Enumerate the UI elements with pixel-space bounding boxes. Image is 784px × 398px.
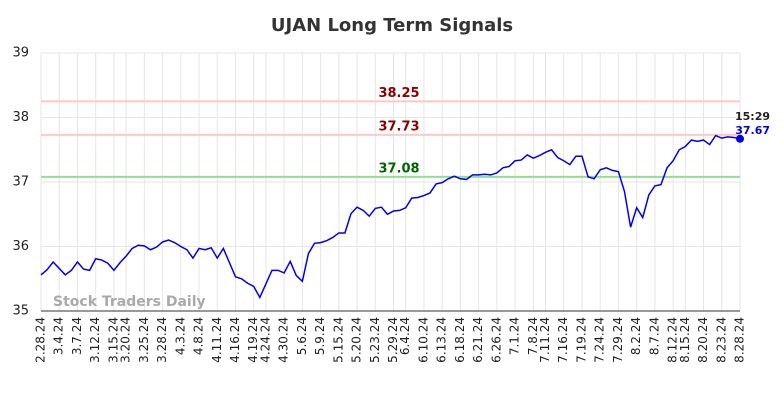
y-tick-label: 37 xyxy=(12,175,29,190)
y-tick-label: 36 xyxy=(12,239,29,254)
x-tick-label: 3.20.24 xyxy=(119,317,133,363)
x-tick-label: 3.7.24 xyxy=(70,317,84,355)
watermark: Stock Traders Daily xyxy=(53,294,206,310)
x-tick-label: 7.16.24 xyxy=(556,317,570,363)
x-tick-label: 4.19.24 xyxy=(246,317,260,363)
x-tick-label: 3.28.24 xyxy=(155,317,169,363)
x-tick-label: 8.7.24 xyxy=(647,317,661,355)
level-label: 38.25 xyxy=(378,86,419,101)
level-label: 37.08 xyxy=(378,161,419,176)
last-value: 37.67 xyxy=(735,124,770,137)
x-tick-label: 4.3.24 xyxy=(173,317,187,355)
x-tick-label: 3.15.24 xyxy=(106,317,120,363)
x-tick-label: 4.24.24 xyxy=(258,317,272,363)
x-tick-label: 5.29.24 xyxy=(386,317,400,363)
x-tick-label: 5.15.24 xyxy=(331,317,345,363)
y-tick-label: 39 xyxy=(12,46,29,61)
y-tick-label: 38 xyxy=(12,110,29,125)
x-tick-label: 8.23.24 xyxy=(714,317,728,363)
x-tick-label: 6.13.24 xyxy=(435,317,449,363)
x-tick-label: 7.19.24 xyxy=(574,317,588,363)
x-tick-label: 8.20.24 xyxy=(696,317,710,363)
x-tick-label: 6.10.24 xyxy=(416,317,430,363)
x-tick-label: 4.11.24 xyxy=(210,317,224,363)
x-tick-label: 8.2.24 xyxy=(629,317,643,355)
x-tick-label: 3.4.24 xyxy=(52,317,66,355)
x-tick-label: 6.26.24 xyxy=(489,317,503,363)
x-tick-label: 8.15.24 xyxy=(678,317,692,363)
x-tick-label: 8.12.24 xyxy=(666,317,680,363)
x-tick-label: 7.24.24 xyxy=(593,317,607,363)
x-tick-label: 3.25.24 xyxy=(137,317,151,363)
y-tick-label: 35 xyxy=(12,304,29,319)
x-tick-label: 7.11.24 xyxy=(538,317,552,363)
x-tick-label: 5.6.24 xyxy=(295,317,309,355)
x-tick-label: 2.28.24 xyxy=(34,317,48,363)
x-tick-label: 5.20.24 xyxy=(350,317,364,363)
x-tick-label: 5.9.24 xyxy=(313,317,327,355)
x-tick-label: 7.1.24 xyxy=(508,317,522,355)
x-tick-label: 4.30.24 xyxy=(277,317,291,363)
x-tick-label: 6.18.24 xyxy=(453,317,467,363)
x-tick-label: 4.16.24 xyxy=(228,317,242,363)
x-tick-label: 6.4.24 xyxy=(398,317,412,355)
price-line xyxy=(40,134,741,300)
last-point xyxy=(736,134,744,143)
last-time: 15:29 xyxy=(735,110,770,123)
chart-title: UJAN Long Term Signals xyxy=(271,15,513,36)
x-tick-label: 5.23.24 xyxy=(368,317,382,363)
x-tick-label: 4.8.24 xyxy=(192,317,206,355)
x-tick-label: 8.28.24 xyxy=(733,317,747,363)
x-tick-label: 6.21.24 xyxy=(471,317,485,363)
level-label: 37.73 xyxy=(378,119,419,134)
x-tick-label: 3.12.24 xyxy=(88,317,102,363)
x-tick-label: 7.8.24 xyxy=(526,317,540,355)
x-tick-label: 7.29.24 xyxy=(611,317,625,363)
